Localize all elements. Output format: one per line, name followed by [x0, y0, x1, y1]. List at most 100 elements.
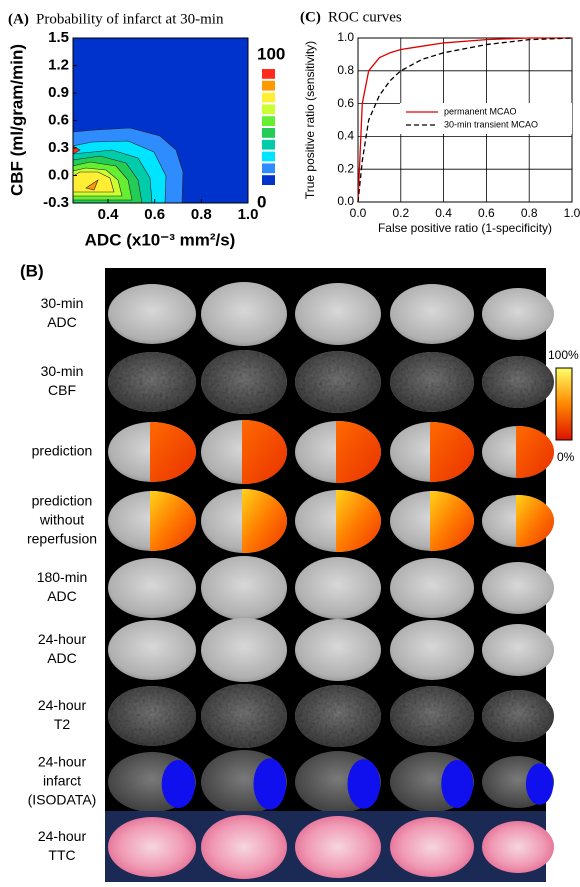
y-tick-label: 0.0 — [48, 166, 69, 183]
row-label: 24-hour — [38, 754, 87, 770]
row-label: 180-min — [37, 569, 88, 585]
x-tick-label: 0.6 — [144, 206, 165, 223]
x-tick-label: 1.0 — [564, 206, 580, 220]
infarct-region — [347, 759, 381, 809]
y-tick-label: 0.9 — [48, 84, 69, 101]
infarct-region — [441, 760, 474, 808]
brain-slice — [295, 557, 381, 619]
infarct-region — [525, 763, 554, 805]
x-axis-label: ADC (x10⁻³ mm²/s) — [85, 230, 236, 249]
y-tick-label: 0.6 — [337, 96, 354, 110]
row-label: T2 — [54, 716, 71, 732]
row-label: ADC — [47, 650, 77, 666]
row-label: TTC — [48, 847, 75, 863]
row-label: ADC — [47, 588, 77, 604]
brain-slice — [201, 618, 287, 682]
x-tick-label: 1.0 — [238, 206, 259, 223]
brain-slice — [201, 556, 287, 620]
panel-b: (B) 100% 0% 30-min ADC 30-min CBF prediction… — [20, 261, 579, 883]
y-tick-label: 0.0 — [337, 194, 354, 208]
chart-title: ROC curves — [328, 9, 402, 25]
colorbar-cell — [262, 116, 275, 126]
roc-curve — [357, 37, 573, 203]
row-label: 30-min — [41, 295, 84, 311]
brain-slice — [390, 817, 474, 877]
brain-slice — [390, 284, 474, 344]
y-tick-label: -0.3 — [43, 194, 69, 211]
x-tick-label: 0.4 — [98, 206, 120, 223]
colorbar-cell — [262, 80, 275, 91]
colorbar-label: 0% — [557, 450, 575, 464]
brain-slice — [295, 283, 381, 345]
colorbar-cell — [262, 92, 275, 103]
row-label: CBF — [48, 382, 76, 398]
row-label: prediction — [32, 443, 93, 459]
brain-slice — [390, 558, 474, 618]
chart-title: Probability of infarct at 30-min — [36, 11, 224, 27]
row-label: (ISODATA) — [28, 792, 97, 808]
brain-slice — [390, 620, 474, 680]
y-axis-label: True positive ratio (sensitivity) — [303, 41, 317, 199]
x-tick-label: 0.0 — [350, 206, 367, 220]
brain-slice — [108, 284, 196, 344]
brain-slice — [390, 686, 474, 746]
x-tick-label: 0.4 — [435, 206, 452, 220]
row-label: 30-min — [41, 363, 84, 379]
brain-slice — [108, 558, 196, 618]
x-axis-label: False positive ratio (1-specificity) — [378, 221, 552, 235]
row-label: ADC — [47, 314, 77, 330]
brain-slice — [108, 686, 196, 746]
colorbar-cell — [262, 175, 275, 185]
colorbar — [555, 367, 573, 441]
row-label: 24-hour — [38, 697, 87, 713]
y-tick-label: 0.8 — [337, 63, 354, 77]
brain-slice — [295, 351, 381, 413]
colorbar-cell — [262, 69, 275, 79]
infarct-region — [253, 758, 287, 810]
panel-label: (A) — [8, 11, 29, 27]
brain-slice — [482, 690, 554, 742]
row-label: 24-hour — [38, 631, 87, 647]
infarct-region — [161, 760, 196, 808]
legend-label: 30-min transient MCAO — [444, 119, 538, 129]
y-tick-label: 0.6 — [48, 111, 69, 128]
brain-slice — [295, 619, 381, 681]
row-label: without — [39, 512, 84, 528]
brain-slice — [482, 356, 554, 408]
brain-slice — [295, 816, 381, 878]
brain-slice — [295, 685, 381, 747]
y-axis-label: CBF (ml/gram/min) — [7, 44, 26, 196]
brain-slice — [482, 821, 554, 873]
row-label: infarct — [43, 773, 81, 789]
panel-label: (B) — [20, 261, 44, 280]
panel-c: (C) ROC curves False positive ratio (1-s… — [300, 9, 580, 235]
panel-a: (A) Probability of infarct at 30-min ADC… — [7, 11, 285, 249]
panel-label: (C) — [300, 9, 321, 25]
colorbar-cell — [262, 104, 275, 115]
colorbar-cell — [262, 139, 275, 150]
brain-slice — [482, 288, 554, 340]
y-tick-label: 0.2 — [337, 161, 354, 175]
x-tick-label: 0.6 — [478, 206, 495, 220]
y-tick-label: 1.5 — [48, 29, 69, 46]
y-tick-label: 0.4 — [337, 129, 354, 143]
colorbar-label: 100% — [548, 348, 579, 362]
colorbar-cell — [262, 128, 275, 138]
y-tick-label: 1.2 — [48, 56, 69, 73]
roc-curve — [357, 37, 572, 203]
row-label: 24-hour — [38, 828, 87, 844]
brain-slice — [201, 282, 287, 346]
brain-slice — [201, 684, 287, 748]
legend-label: permanent MCAO — [444, 106, 517, 116]
brain-slice — [390, 352, 474, 412]
legend-box — [400, 103, 572, 134]
brain-slice — [482, 624, 554, 676]
brain-slice — [108, 352, 196, 412]
colorbar-cell — [262, 163, 275, 174]
row-label: prediction — [32, 493, 93, 509]
prediction-map — [516, 426, 554, 478]
row-label: reperfusion — [27, 531, 97, 547]
prediction-map — [516, 495, 554, 547]
